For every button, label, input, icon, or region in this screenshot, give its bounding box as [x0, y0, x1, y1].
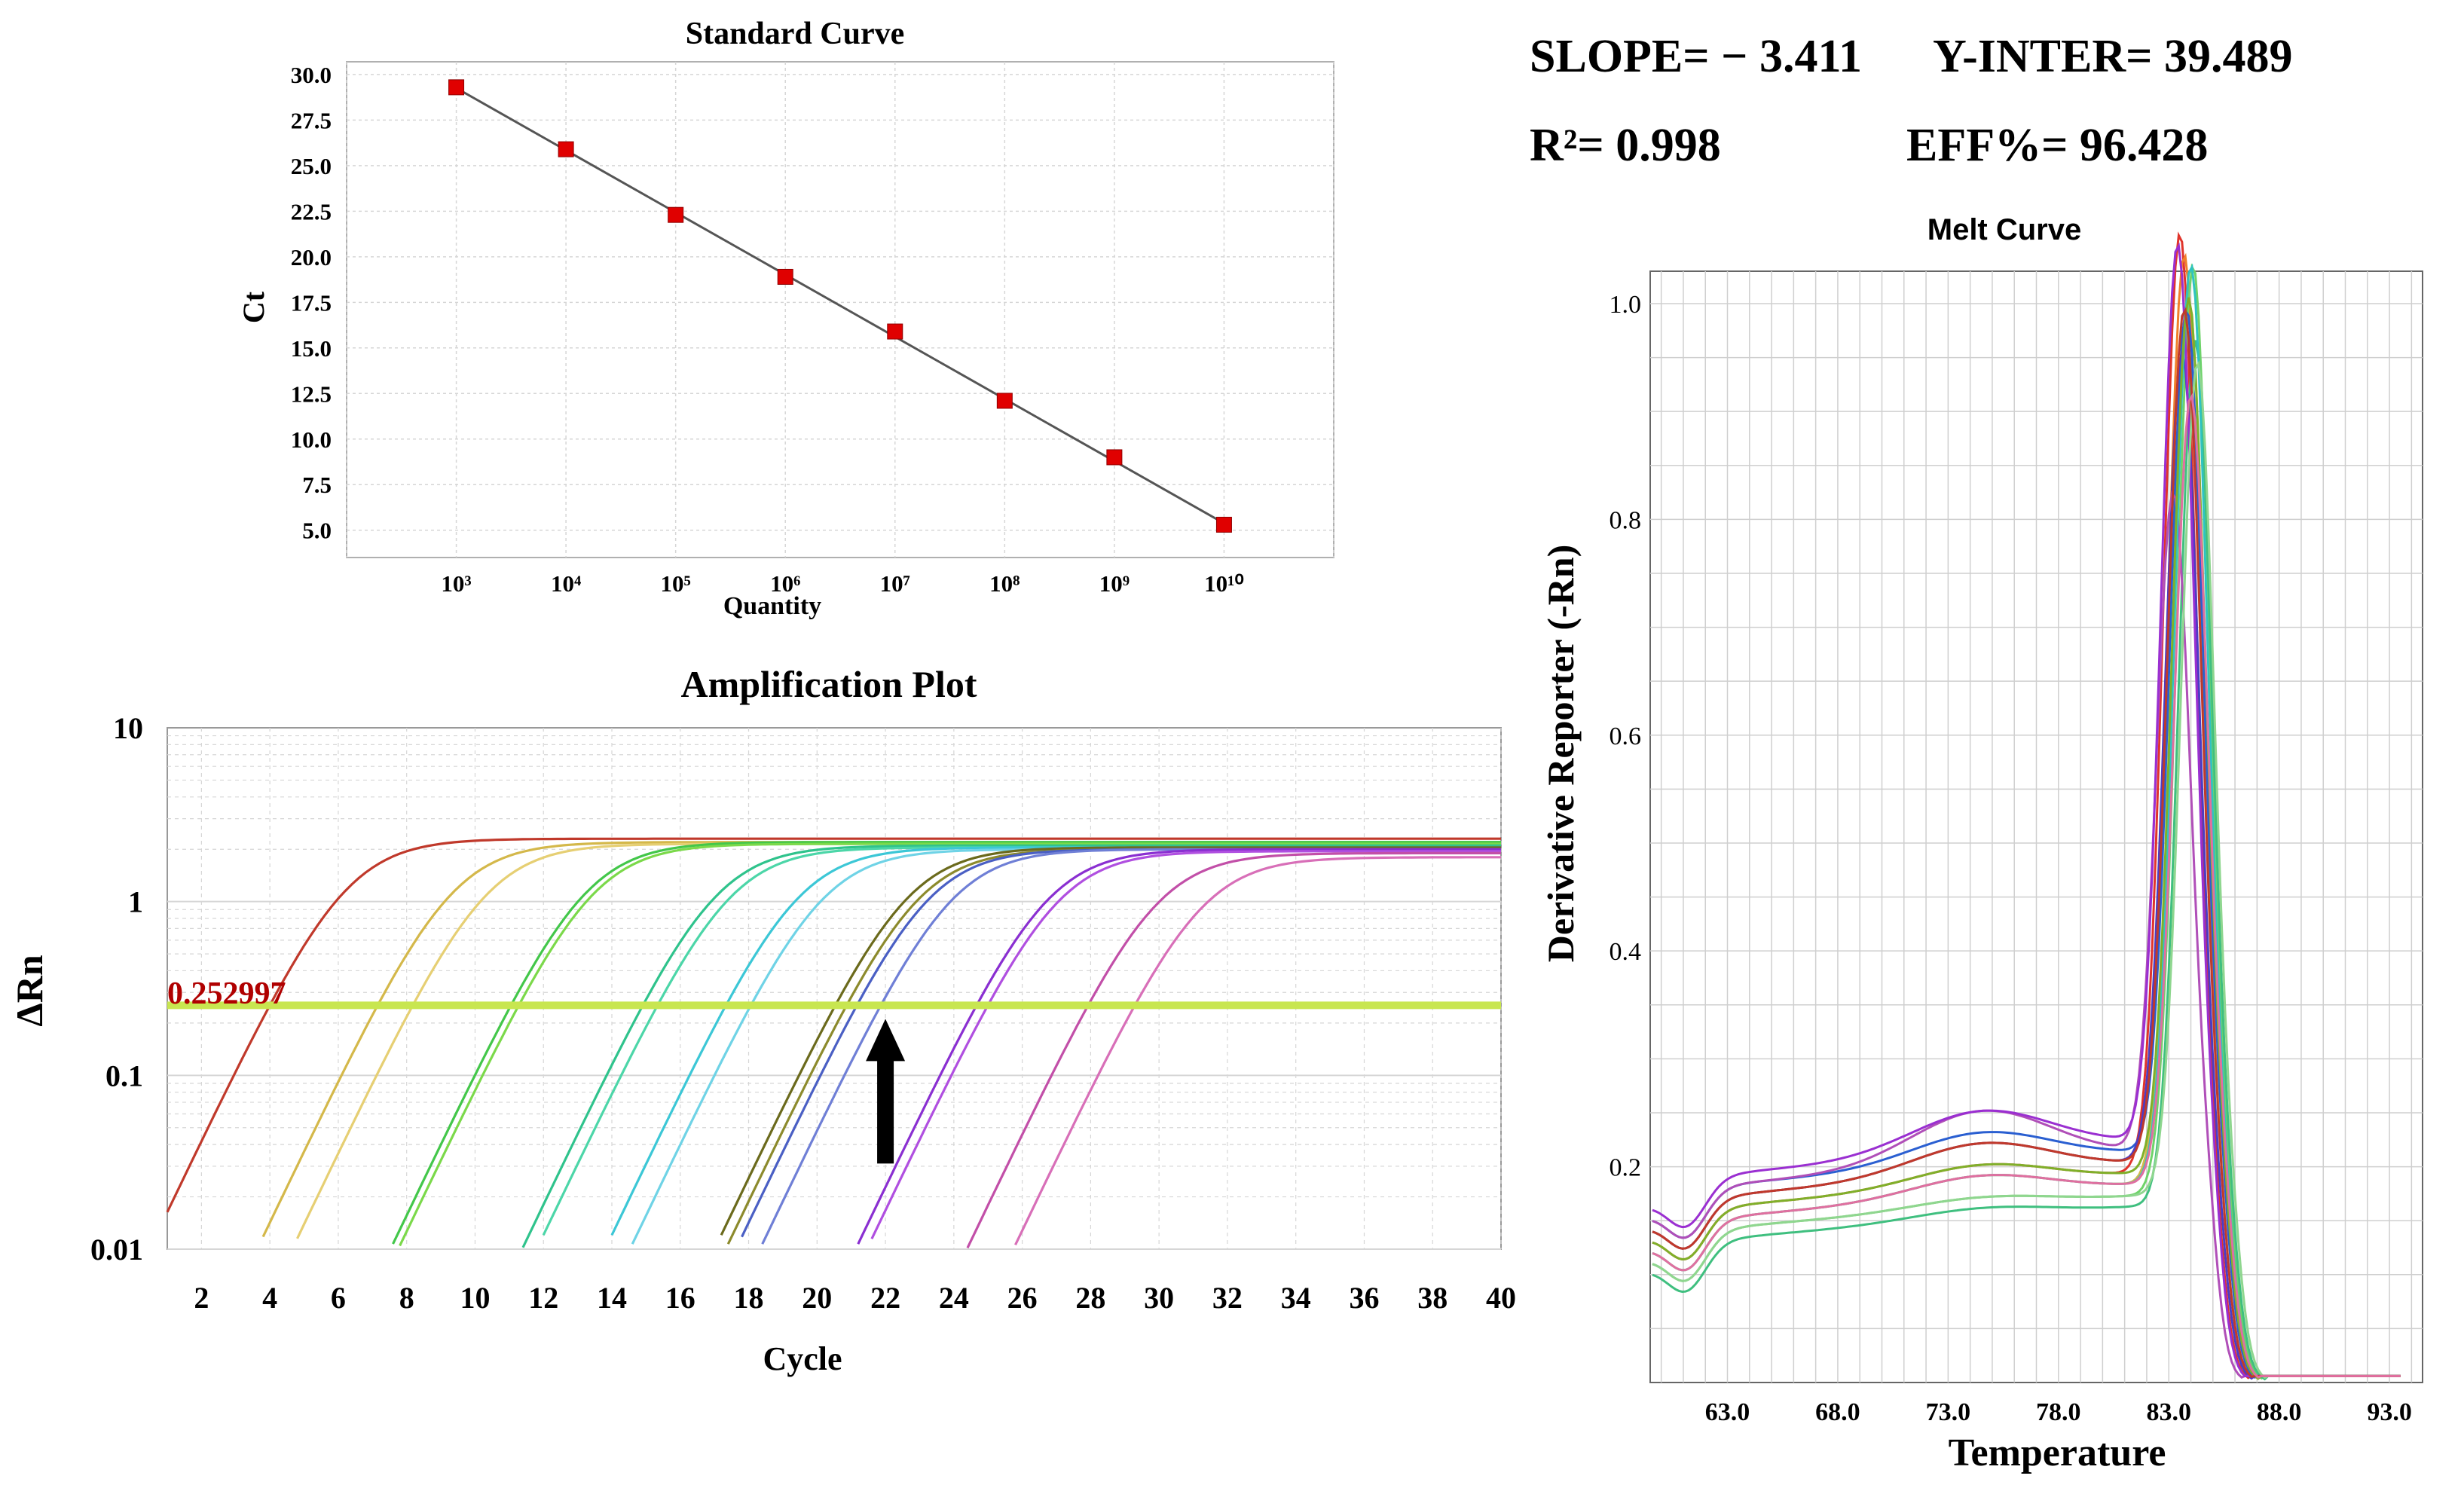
melt-x-tick-label: 68.0: [1815, 1398, 1860, 1426]
melt-y-axis-label: Derivative Reporter (-Rn): [1539, 545, 1582, 962]
standard-y-tick-label: 20.0: [291, 244, 332, 270]
r-squared-stat: R²= 0.998: [1530, 120, 1721, 171]
standard-data-point: [887, 323, 903, 340]
melt-x-tick-label: 93.0: [2367, 1398, 2412, 1426]
amplification-x-tick-label: 14: [597, 1281, 627, 1315]
amplification-x-tick-label: 36: [1349, 1281, 1379, 1315]
y-intercept-stat: Y-INTER= 39.489: [1933, 31, 2293, 82]
melt-curve-title: Melt Curve: [1927, 213, 2082, 246]
amplification-x-tick-label: 2: [194, 1281, 209, 1315]
amplification-y-axis-label: ΔRn: [8, 955, 50, 1026]
standard-plot-area: [346, 61, 1334, 558]
amplification-title: Amplification Plot: [680, 663, 977, 705]
amplification-y-tick-label: 0.1: [105, 1059, 143, 1092]
standard-data-point: [558, 141, 574, 157]
amplification-curve: [521, 844, 1501, 1248]
standard-x-tick-label: 10⁸: [989, 570, 1020, 597]
melt-x-tick-label: 63.0: [1705, 1398, 1750, 1426]
melt-y-tick-label: 0.6: [1610, 723, 1642, 750]
amplification-x-tick-label: 12: [528, 1281, 558, 1315]
amplification-curve: [399, 842, 1501, 1247]
melt-x-axis-label: Temperature: [1949, 1431, 2166, 1474]
amplification-x-tick-label: 40: [1486, 1281, 1516, 1315]
melt-y-tick-label: 0.4: [1610, 938, 1642, 966]
melt-x-tick-label: 78.0: [2036, 1398, 2081, 1426]
standard-x-tick-label: 10¹⁰: [1204, 570, 1244, 597]
melt-curve-chart: Melt Curve 1.0 0.8 0.6 0.4 0.2 63.0 68.0 73.0 7…: [1539, 213, 2423, 1474]
standard-fit-line: [455, 87, 1225, 524]
amplification-curve: [1014, 856, 1501, 1245]
amplification-x-tick-label: 20: [802, 1281, 832, 1315]
standard-data-point: [777, 268, 793, 285]
melt-y-tick-label: 0.8: [1610, 506, 1642, 534]
arrow-indicator: [866, 1019, 906, 1164]
standard-data-point: [1215, 516, 1232, 533]
amplification-curve: [870, 850, 1501, 1239]
amplification-y-tick-label: 10: [113, 711, 143, 745]
amplification-curve: [857, 848, 1501, 1245]
threshold-label: 0.252997: [167, 976, 286, 1011]
amplification-x-tick-label: 28: [1075, 1281, 1105, 1315]
arrow-shaft: [877, 1058, 894, 1164]
amplification-y-tick-label: 1: [128, 885, 143, 919]
amplification-x-axis-label: Cycle: [763, 1340, 842, 1377]
standard-y-axis-label: Ct: [237, 291, 271, 323]
standard-data-point: [996, 393, 1013, 409]
standard-x-tick-label: 10⁴: [551, 570, 581, 597]
standard-y-tick-label: 22.5: [291, 198, 332, 225]
standard-data-point: [448, 79, 465, 96]
amplification-x-tick-label: 10: [460, 1281, 490, 1315]
amplification-x-tick-label: 32: [1212, 1281, 1243, 1315]
efficiency-stat: EFF%= 96.428: [1906, 120, 2209, 171]
standard-curve-title: Standard Curve: [686, 17, 905, 51]
melt-y-tick-label: 1.0: [1610, 291, 1642, 319]
standard-curve-chart: Standard Curve 30.0 27.5 25.0 22.5 20.0 17.5 1…: [237, 17, 1334, 620]
amplification-curve: [966, 851, 1501, 1248]
amplification-x-tick-label: 24: [939, 1281, 969, 1315]
melt-curve-line: [1652, 393, 2401, 1379]
amplification-plot-area: [167, 727, 1502, 1250]
standard-x-tick-label: 10⁵: [661, 570, 691, 597]
melt-x-tick-label: 83.0: [2146, 1398, 2191, 1426]
amplification-plot-chart: Amplification Plot 0.252997 10 1 0.1 0.01 2…: [8, 663, 1516, 1377]
amplification-curve: [720, 846, 1501, 1236]
amplification-x-tick-label: 8: [399, 1281, 414, 1315]
amplification-x-tick-label: 38: [1417, 1281, 1448, 1315]
melt-x-tick-label: 73.0: [1926, 1398, 1971, 1426]
standard-y-tick-label: 7.5: [302, 472, 332, 498]
slope-stat: SLOPE= − 3.411: [1530, 31, 1863, 82]
standard-y-tick-label: 25.0: [291, 153, 332, 179]
standard-x-tick-label: 10³: [441, 570, 471, 597]
amplification-curve: [392, 841, 1501, 1245]
amplification-x-tick-label: 22: [870, 1281, 900, 1315]
amplification-x-tick-label: 26: [1007, 1281, 1038, 1315]
arrow-head: [866, 1019, 906, 1062]
standard-x-tick-label: 10⁷: [880, 570, 910, 597]
standard-x-axis-label: Quantity: [723, 592, 821, 620]
standard-y-tick-label: 27.5: [291, 107, 332, 133]
standard-y-tick-label: 15.0: [291, 335, 332, 362]
standard-y-tick-label: 12.5: [291, 380, 332, 407]
amplification-x-tick-label: 4: [262, 1281, 277, 1315]
melt-y-tick-label: 0.2: [1610, 1154, 1642, 1182]
standard-data-point: [668, 206, 684, 223]
melt-x-tick-label: 88.0: [2257, 1398, 2302, 1426]
standard-y-tick-label: 5.0: [302, 518, 332, 544]
standard-y-tick-label: 10.0: [291, 426, 332, 453]
standard-data-point: [1106, 449, 1123, 466]
amplification-curve: [166, 837, 1501, 1213]
standard-x-tick-label: 10⁶: [770, 570, 800, 597]
amplification-y-tick-label: 0.01: [90, 1233, 143, 1266]
standard-y-tick-label: 17.5: [291, 289, 332, 316]
amplification-x-tick-label: 18: [734, 1281, 764, 1315]
amplification-x-tick-label: 6: [331, 1281, 346, 1315]
standard-y-tick-label: 30.0: [291, 62, 332, 88]
amplification-x-tick-label: 34: [1281, 1281, 1311, 1315]
amplification-x-tick-label: 30: [1144, 1281, 1174, 1315]
standard-x-tick-label: 10⁹: [1099, 570, 1130, 597]
amplification-x-tick-label: 16: [665, 1281, 695, 1315]
